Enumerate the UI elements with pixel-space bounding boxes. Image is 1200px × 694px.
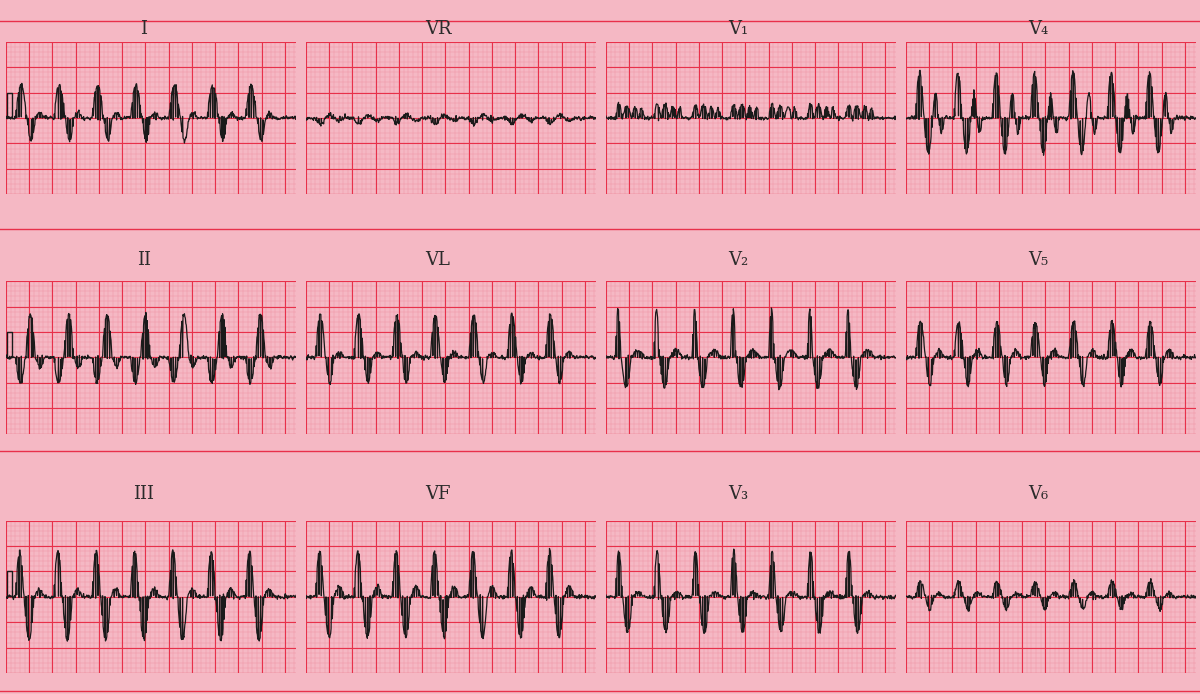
Text: VL: VL (426, 251, 450, 269)
Text: I: I (140, 20, 148, 38)
Text: V₂: V₂ (728, 251, 748, 269)
Text: V₁: V₁ (728, 20, 748, 38)
Text: II: II (137, 251, 151, 269)
Text: III: III (133, 485, 155, 503)
Text: VR: VR (425, 20, 451, 38)
Text: VF: VF (425, 485, 451, 503)
Text: V₅: V₅ (1028, 251, 1048, 269)
Text: V₃: V₃ (728, 485, 748, 503)
Text: V₆: V₆ (1028, 485, 1048, 503)
Text: V₄: V₄ (1028, 20, 1048, 38)
